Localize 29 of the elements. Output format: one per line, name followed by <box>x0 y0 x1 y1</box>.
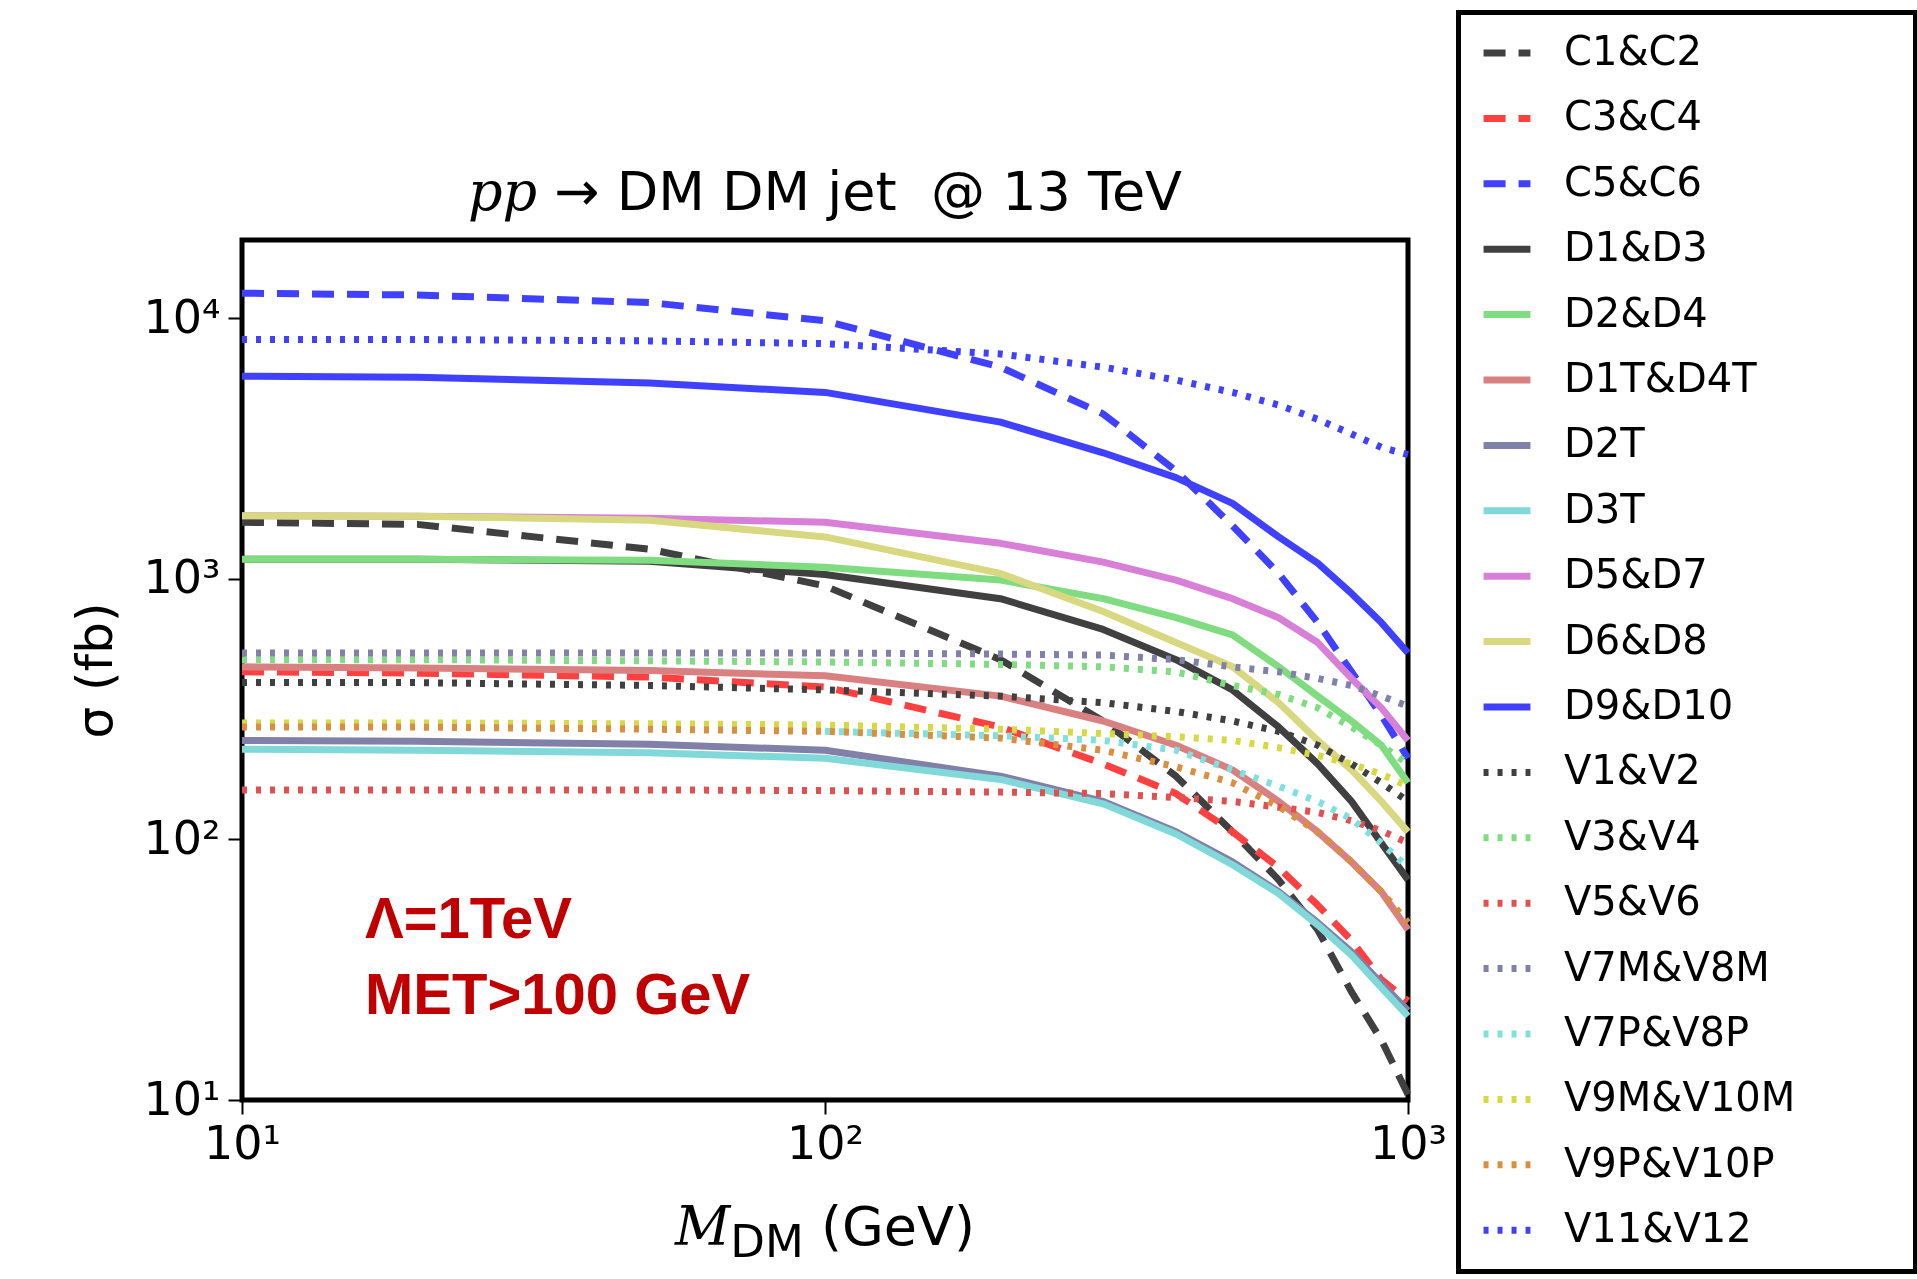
legend-label: V7M&V8M <box>1564 943 1770 990</box>
legend-label: D2T <box>1564 420 1646 467</box>
legend-label: D5&D7 <box>1564 551 1708 598</box>
legend-label: V9P&V10P <box>1564 1139 1775 1186</box>
annotation: Λ=1TeV <box>365 884 573 952</box>
legend-label: V3&V4 <box>1564 812 1701 859</box>
chart-title: pp → DM DM jet @ 13 TeV <box>466 160 1184 223</box>
legend-label: D1&D3 <box>1564 224 1708 271</box>
legend-label: V7P&V8P <box>1564 1009 1750 1055</box>
x-tick-label: 10³ <box>1370 1115 1447 1170</box>
legend-label: V11&V12 <box>1564 1205 1752 1252</box>
legend-label: C1&C2 <box>1564 28 1702 74</box>
legend-label: D6&D8 <box>1564 616 1708 663</box>
legend-label: V9M&V10M <box>1564 1074 1796 1121</box>
legend-label: C3&C4 <box>1564 93 1702 140</box>
legend-label: D2&D4 <box>1564 289 1708 336</box>
legend-label: D9&D10 <box>1564 682 1734 728</box>
y-tick-label: 10² <box>143 810 221 865</box>
y-axis-title: σ (fb) <box>65 602 124 739</box>
legend-label: V5&V6 <box>1564 878 1701 925</box>
x-tick-label: 10² <box>787 1115 864 1170</box>
legend-label: D3T <box>1564 485 1646 532</box>
legend-label: D1T&D4T <box>1564 355 1758 401</box>
y-tick-label: 10⁴ <box>143 289 221 344</box>
legend-label: V1&V2 <box>1564 747 1701 794</box>
x-axis-title: M$_{DM}$ (GeV) <box>673 1195 977 1268</box>
legend-label: C5&C6 <box>1564 158 1702 205</box>
annotation: MET>100 GeV <box>365 960 751 1028</box>
y-tick-label: 10³ <box>143 550 221 605</box>
